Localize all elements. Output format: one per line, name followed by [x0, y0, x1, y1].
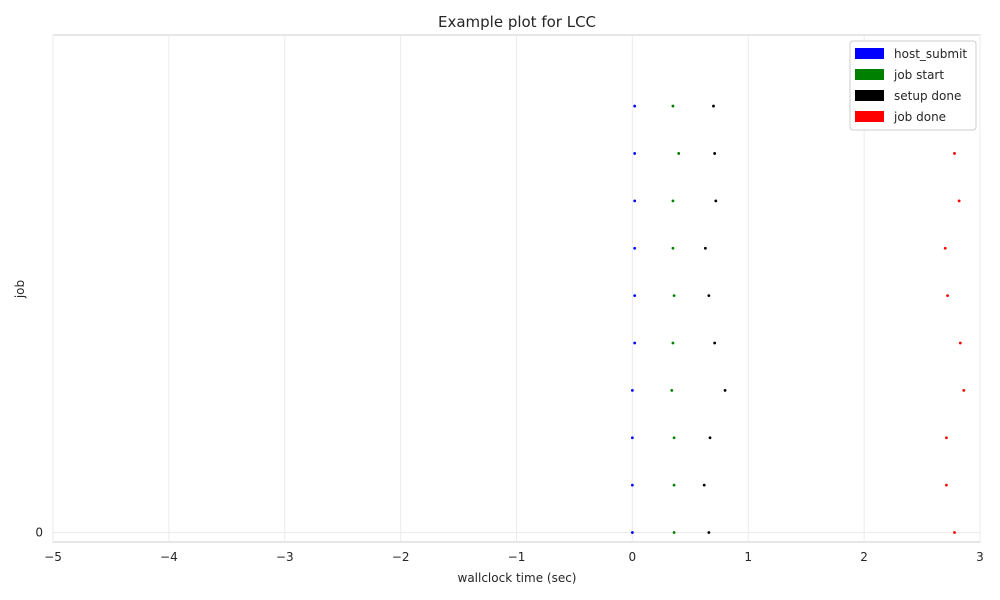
- data-point: [630, 388, 634, 392]
- data-point: [953, 531, 956, 534]
- x-tick-label: 2: [860, 550, 868, 564]
- data-point: [630, 531, 634, 534]
- data-point: [633, 246, 637, 250]
- data-point: [633, 294, 637, 298]
- data-point: [672, 483, 676, 487]
- x-tick-label: −2: [392, 550, 410, 564]
- legend-swatch: [855, 111, 884, 122]
- legend-label: job done: [893, 110, 946, 124]
- x-axis-label: wallclock time (sec): [458, 571, 577, 585]
- data-point: [630, 436, 634, 440]
- x-tick-label: 0: [629, 550, 637, 564]
- data-point: [962, 388, 966, 392]
- legend-label: setup done: [894, 89, 961, 103]
- data-point: [672, 294, 676, 298]
- data-point: [953, 152, 956, 155]
- data-point: [633, 104, 637, 108]
- data-point: [946, 294, 949, 298]
- data-point: [944, 436, 948, 440]
- data-point: [713, 152, 717, 155]
- x-tick-label: 1: [744, 550, 752, 564]
- data-point: [671, 341, 675, 345]
- data-point: [672, 531, 676, 534]
- grid: [52, 35, 981, 542]
- data-point: [944, 483, 948, 487]
- data-point: [708, 436, 712, 440]
- data-point: [723, 388, 727, 392]
- data-point: [671, 246, 675, 250]
- data-point: [702, 483, 706, 487]
- legend-swatch: [855, 48, 884, 59]
- data-point: [677, 152, 681, 155]
- data-point: [671, 199, 675, 203]
- legend-swatch: [855, 90, 884, 101]
- data-points: [630, 104, 966, 534]
- chart-title: Example plot for LCC: [438, 13, 596, 31]
- data-point: [707, 294, 711, 298]
- data-point: [714, 199, 718, 203]
- axis-ticks: −5 −4 −3 −2 −1 0 1 2 3 0: [35, 526, 983, 564]
- data-point: [957, 199, 961, 203]
- data-point: [671, 104, 675, 108]
- x-tick-label: −4: [160, 550, 178, 564]
- x-tick-label: −3: [276, 550, 294, 564]
- y-tick-label: 0: [35, 526, 43, 540]
- data-point: [943, 246, 947, 250]
- data-point: [633, 152, 637, 155]
- legend-box: [849, 40, 977, 131]
- data-point: [712, 104, 715, 108]
- data-point: [958, 341, 962, 345]
- x-tick-label: −1: [508, 550, 526, 564]
- data-point: [707, 531, 711, 534]
- x-tick-label: −5: [44, 550, 62, 564]
- data-point: [672, 436, 676, 440]
- legend-swatch: [855, 69, 884, 80]
- data-point: [633, 199, 637, 203]
- data-point: [670, 388, 674, 392]
- data-point: [630, 483, 634, 487]
- y-axis-label: job: [13, 280, 27, 299]
- legend-label: host_submit: [894, 47, 967, 61]
- legend-label: job start: [893, 68, 944, 82]
- data-point: [713, 341, 717, 345]
- data-point: [703, 246, 707, 250]
- x-tick-label: 3: [976, 550, 984, 564]
- data-point: [633, 341, 637, 345]
